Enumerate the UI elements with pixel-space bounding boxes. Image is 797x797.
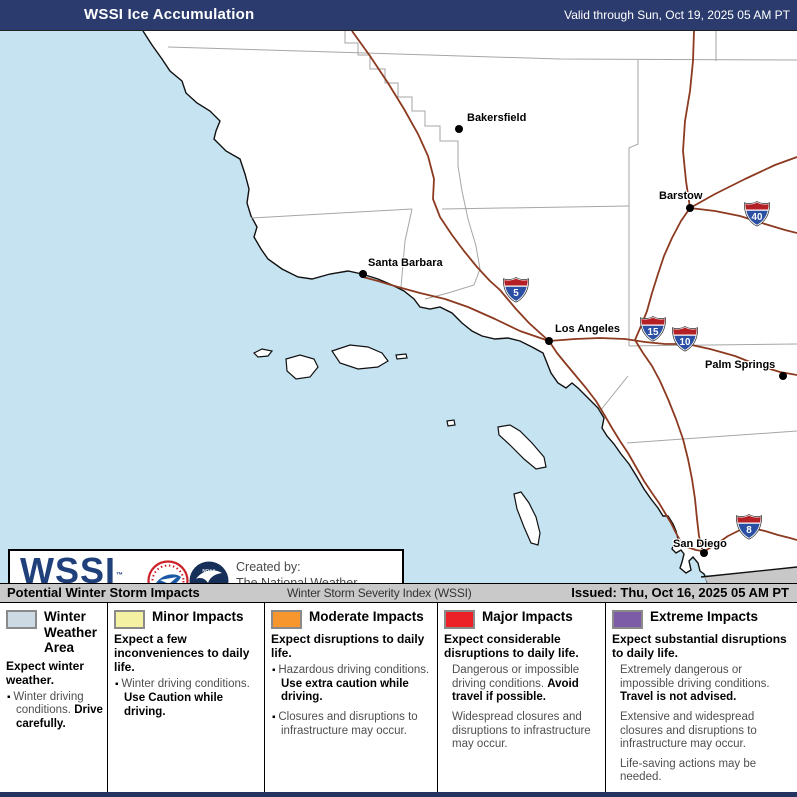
legend-col-moderate: Moderate Impacts Expect disruptions to d…: [264, 603, 437, 792]
city-dot-palm-springs: [779, 372, 787, 380]
legend-item: Winter driving conditions. Drive careful…: [6, 691, 103, 732]
island-anacapa: [395, 353, 408, 360]
island-san-nicolas: [446, 419, 456, 427]
interstate-shield-40: 40: [743, 200, 771, 227]
impacts-legend: Winter Weather Area Expect winter weathe…: [0, 603, 797, 792]
shield-number: 40: [752, 212, 763, 223]
city-dot-los-angeles: [545, 337, 553, 345]
legend-item: Dangerous or impossible driving conditio…: [452, 664, 580, 704]
shield-number: 15: [648, 327, 659, 338]
impacts-bar-subtitle: Winter Storm Severity Index (WSSI): [287, 586, 472, 600]
trademark-symbol: ™: [116, 572, 125, 579]
interstate-shield-10: 10: [671, 325, 699, 352]
interstate-shield-15: 15: [639, 315, 667, 342]
coastline: [142, 31, 709, 584]
city-dot-bakersfield: [455, 125, 463, 133]
interstate-shield-8: 8: [735, 513, 763, 540]
land-polygon: [143, 31, 797, 576]
legend-item: Life-saving actions may be needed.: [620, 757, 757, 784]
created-by-line1: Created by:: [236, 560, 301, 574]
moderate-impacts-swatch: [271, 610, 302, 629]
legend-col-extreme: Extreme Impacts Expect substantial disru…: [605, 603, 797, 792]
legend-intro: Expect winter weather.: [6, 658, 85, 687]
highway-i15-south: [634, 339, 703, 550]
city-label-palm-springs: Palm Springs: [705, 359, 776, 371]
wssi-logo-text: WSSI: [20, 550, 117, 591]
impacts-header-bar: Potential Winter Storm Impacts Winter St…: [0, 583, 797, 603]
legend-item: Closures and disruptions to infrastructu…: [271, 711, 433, 738]
county-lines: [167, 31, 797, 444]
legend-intro: Expect substantial disruptions to daily …: [612, 632, 787, 661]
legend-item: Widespread closures and disruptions to i…: [452, 711, 591, 751]
island-san-miguel: [252, 348, 274, 358]
mexico-area: [704, 567, 797, 584]
legend-col-winter-weather: Winter Weather Area Expect winter weathe…: [0, 603, 107, 792]
legend-title: Extreme Impacts: [650, 609, 759, 624]
legend-item: Extensive and widespread closures and di…: [620, 711, 757, 751]
city-label-san-diego: San Diego: [673, 538, 727, 550]
highway-i5-north: [351, 31, 550, 342]
minor-impacts-swatch: [114, 610, 145, 629]
legend-col-major: Major Impacts Expect considerable disrup…: [437, 603, 605, 792]
island-santa-rosa: [285, 354, 319, 380]
bottom-navy-strip: [0, 792, 797, 797]
legend-item: Hazardous driving conditions. Use extra …: [271, 664, 433, 705]
city-label-bakersfield: Bakersfield: [467, 112, 527, 124]
shield-number: 8: [746, 525, 752, 536]
shield-number: 10: [680, 337, 691, 348]
impacts-bar-title: Potential Winter Storm Impacts: [7, 585, 200, 600]
channel-islands: [252, 344, 547, 546]
wssi-map[interactable]: Bakersfield Barstow Santa Barbara Los An…: [0, 30, 797, 622]
noaa-text: NOAA: [202, 568, 216, 573]
highways: [351, 31, 797, 553]
legend-title: Winter Weather Area: [44, 609, 98, 656]
top-title-bar: WSSI Ice Accumulation Valid through Sun,…: [0, 0, 797, 30]
legend-title: Moderate Impacts: [309, 609, 424, 624]
city-label-santa-barbara: Santa Barbara: [368, 257, 443, 269]
city-dot-san-diego: [700, 549, 708, 557]
us-mexico-border: [700, 566, 797, 578]
highway-i15-vegas: [689, 156, 797, 209]
city-label-barstow: Barstow: [659, 190, 703, 202]
issued-text: Issued: Thu, Oct 16, 2025 05 AM PT: [571, 585, 789, 600]
city-dot-barstow: [686, 204, 694, 212]
island-santa-cruz: [331, 344, 389, 370]
winter-weather-swatch: [6, 610, 37, 629]
shield-number: 5: [513, 288, 519, 299]
legend-intro: Expect considerable disruptions to daily…: [444, 632, 579, 661]
legend-item: Extremely dangerous or impossible drivin…: [620, 664, 770, 704]
highway-us101: [362, 276, 550, 342]
extreme-impacts-swatch: [612, 610, 643, 629]
city-label-los-angeles: Los Angeles: [555, 323, 620, 335]
legend-item: Winter driving conditions. Use Caution w…: [114, 678, 260, 719]
interstate-shield-5: 5: [502, 276, 530, 303]
legend-title: Major Impacts: [482, 609, 573, 624]
island-san-clemente: [513, 491, 541, 546]
highway-us395: [682, 31, 695, 209]
highway-i5-south: [548, 340, 703, 552]
page-title: WSSI Ice Accumulation: [84, 6, 255, 23]
legend-intro: Expect disruptions to daily life.: [271, 632, 425, 661]
valid-through-text: Valid through Sun, Oct 19, 2025 05 AM PT: [564, 8, 790, 22]
legend-intro: Expect a few inconveniences to daily lif…: [114, 632, 250, 675]
island-catalina: [497, 424, 547, 470]
legend-col-minor: Minor Impacts Expect a few inconvenience…: [107, 603, 264, 792]
map-canvas: [142, 31, 797, 584]
major-impacts-swatch: [444, 610, 475, 629]
city-dot-santa-barbara: [359, 270, 367, 278]
highway-i10: [548, 337, 797, 376]
legend-title: Minor Impacts: [152, 609, 244, 624]
